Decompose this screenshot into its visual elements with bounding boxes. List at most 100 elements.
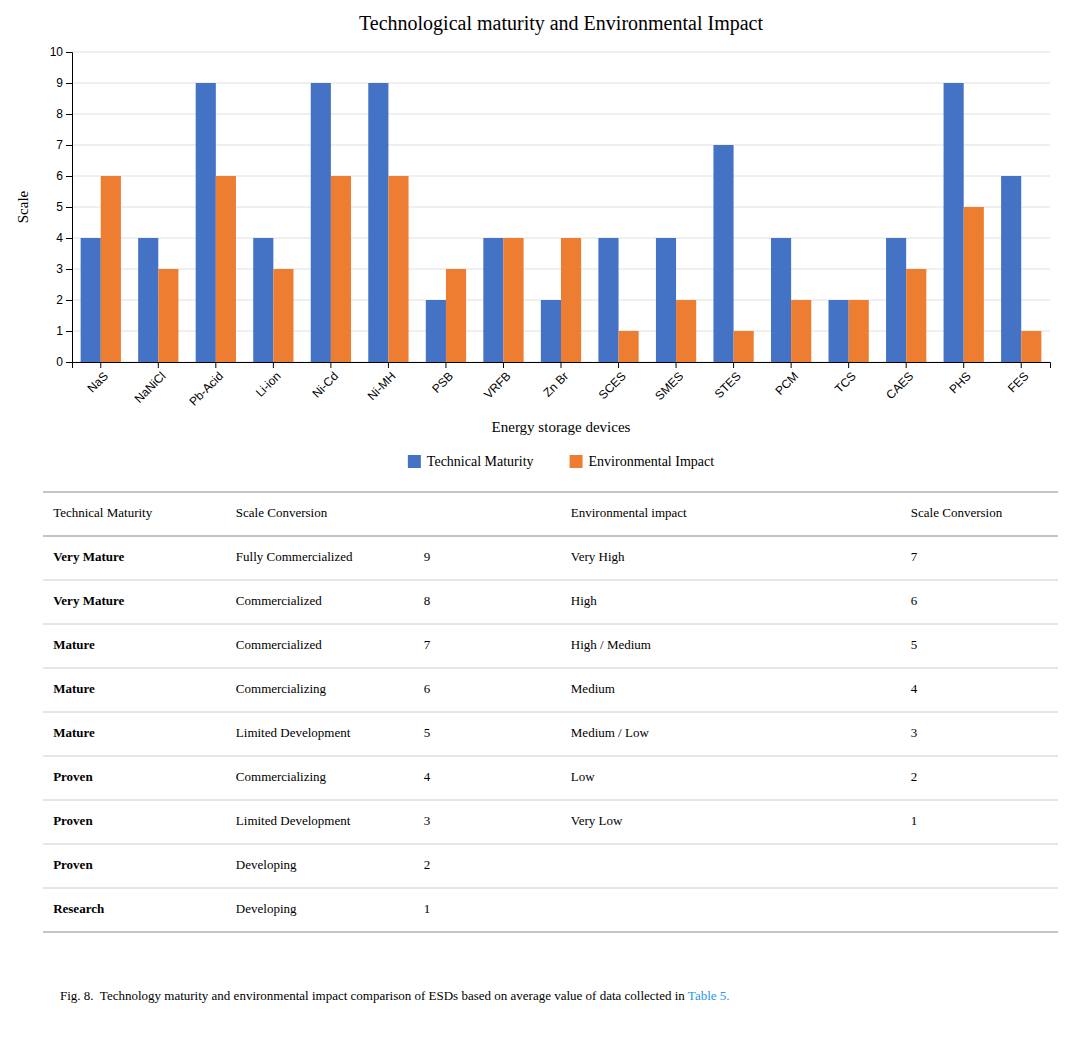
y-tick-mark bbox=[66, 238, 72, 239]
table-rule bbox=[43, 492, 1058, 493]
y-tick: 0 bbox=[56, 355, 72, 369]
x-tick-label: FES bbox=[1005, 369, 1031, 395]
table-cell: 5 bbox=[424, 725, 431, 740]
table-header: Environmental impact bbox=[571, 505, 687, 520]
x-tick-label: TCS bbox=[832, 369, 859, 396]
x-tick-mark bbox=[273, 362, 274, 368]
y-tick: 10 bbox=[50, 45, 72, 59]
y-tick-mark bbox=[66, 269, 72, 270]
table-header: Technical Maturity bbox=[53, 505, 153, 520]
x-tick-mark bbox=[503, 362, 504, 368]
bar bbox=[426, 300, 446, 362]
table-cell: Low bbox=[571, 769, 595, 784]
x-tick: SCES bbox=[596, 362, 629, 402]
bar bbox=[388, 176, 408, 362]
table-cell: Very Mature bbox=[53, 593, 124, 608]
x-tick-label: Pb-Acid bbox=[186, 369, 226, 409]
y-tick-label: 2 bbox=[56, 293, 63, 307]
bar bbox=[541, 300, 561, 362]
x-tick: NaS bbox=[85, 362, 111, 395]
bar bbox=[619, 331, 639, 362]
y-tick-label: 9 bbox=[56, 76, 63, 90]
legend-label: Technical Maturity bbox=[427, 454, 534, 469]
x-tick-mark bbox=[561, 362, 562, 368]
x-tick-mark bbox=[676, 362, 677, 368]
table-cell: Proven bbox=[53, 769, 93, 784]
x-tick-mark bbox=[963, 362, 964, 368]
table-cell: 4 bbox=[424, 769, 431, 784]
bar bbox=[886, 238, 906, 362]
table-cell: 9 bbox=[424, 549, 431, 564]
caption-link: Table 5. bbox=[688, 988, 730, 1003]
bar-series bbox=[101, 176, 1042, 362]
legend-label: Environmental Impact bbox=[589, 454, 715, 469]
x-tick-label: PHS bbox=[947, 369, 974, 396]
y-tick-mark bbox=[66, 52, 72, 53]
bar bbox=[829, 300, 849, 362]
y-tick: 7 bbox=[56, 138, 72, 152]
y-tick-label: 1 bbox=[56, 324, 63, 338]
bar bbox=[944, 83, 964, 362]
y-tick-label: 10 bbox=[50, 45, 64, 59]
bar bbox=[101, 176, 121, 362]
bar bbox=[196, 83, 216, 362]
bar bbox=[676, 300, 696, 362]
x-tick-mark bbox=[848, 362, 849, 368]
y-tick-mark bbox=[66, 145, 72, 146]
bar bbox=[561, 238, 581, 362]
table-cell: 1 bbox=[911, 813, 918, 828]
y-tick-mark bbox=[66, 83, 72, 84]
bar bbox=[368, 83, 388, 362]
table-header: Scale Conversion bbox=[911, 505, 1003, 520]
plot: 012345678910NaSNaNiClPb-AcidLi-ionNi-CdN… bbox=[50, 45, 1051, 408]
y-tick-label: 4 bbox=[56, 231, 63, 245]
x-tick: PHS bbox=[947, 362, 974, 396]
table-cell: Developing bbox=[236, 857, 297, 872]
table-rule bbox=[43, 536, 1058, 537]
x-tick-mark bbox=[733, 362, 734, 368]
x-tick-label: NaNiCl bbox=[132, 369, 169, 406]
bar bbox=[849, 300, 869, 362]
legend-swatch bbox=[570, 455, 583, 468]
x-tick-label: PSB bbox=[429, 369, 456, 396]
y-tick: 8 bbox=[56, 107, 72, 121]
y-tick: 4 bbox=[56, 231, 72, 245]
table-cell: 2 bbox=[424, 857, 431, 872]
x-tick-label: PCM bbox=[773, 369, 802, 398]
grid-line bbox=[72, 83, 1050, 84]
x-axis: NaSNaNiClPb-AcidLi-ionNi-CdNi-MHPSBVRFBZ… bbox=[73, 362, 1051, 409]
y-tick-mark bbox=[66, 300, 72, 301]
x-tick-label: Ni-Cd bbox=[309, 369, 341, 401]
legend: Technical Maturity Environmental Impact bbox=[408, 454, 714, 469]
x-tick-label: Li-ion bbox=[253, 369, 284, 400]
x-tick-mark bbox=[618, 362, 619, 368]
x-tick-mark bbox=[791, 362, 792, 368]
caption-text: Fig. 8. Technology maturity and environm… bbox=[60, 988, 688, 1003]
table-row-rule bbox=[43, 888, 1058, 889]
bar bbox=[503, 238, 523, 362]
y-tick-label: 0 bbox=[56, 355, 63, 369]
bar bbox=[906, 269, 926, 362]
y-tick-label: 7 bbox=[56, 138, 63, 152]
table-cell: Commercializing bbox=[236, 681, 327, 696]
chart-root: Technological maturity and Environmental… bbox=[0, 0, 1080, 1047]
table-rule bbox=[43, 932, 1058, 933]
caption: Fig. 8. Technology maturity and environm… bbox=[60, 988, 730, 1003]
bar bbox=[713, 145, 733, 362]
table-cell: Very Mature bbox=[53, 549, 124, 564]
x-tick: PSB bbox=[429, 362, 456, 396]
x-tick: Ni-Cd bbox=[309, 362, 341, 401]
table-cell: Limited Development bbox=[236, 813, 351, 828]
y-tick: 9 bbox=[56, 76, 72, 90]
bar bbox=[771, 238, 791, 362]
x-tick-label: STES bbox=[712, 369, 744, 401]
x-tick-mark bbox=[330, 362, 331, 368]
bar bbox=[598, 238, 618, 362]
title: Technological maturity and Environmental… bbox=[359, 12, 763, 35]
table-cell: Medium bbox=[571, 681, 615, 696]
y-tick-label: 6 bbox=[56, 169, 63, 183]
table-cell: 1 bbox=[424, 901, 431, 916]
x-tick-mark bbox=[388, 362, 389, 368]
table-cell: Developing bbox=[236, 901, 297, 916]
x-tick: Ni-MH bbox=[365, 362, 399, 403]
